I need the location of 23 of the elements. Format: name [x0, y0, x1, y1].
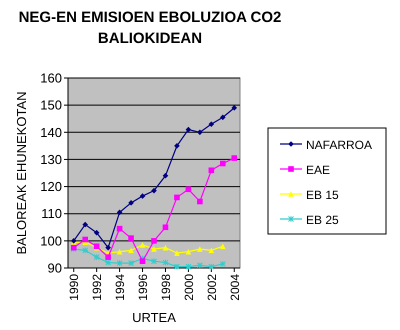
legend-label: EB 15	[306, 188, 340, 202]
y-tick-label: 100	[40, 233, 62, 248]
x-axis-title: URTEA	[132, 310, 176, 325]
y-axis-title: BALOREAK EHUNEKOTAN	[14, 91, 29, 255]
x-tick-label: 1998	[158, 274, 173, 301]
chart-title: NEG-EN EMISIOEN EBOLUZIOA CO2 BALIOKIDEAN	[18, 9, 282, 47]
x-tick-label: 1994	[113, 274, 128, 301]
x-tick-label: 2000	[182, 274, 196, 301]
y-tick-label: 160	[40, 70, 62, 86]
x-tick-label: 2002	[204, 274, 219, 301]
x-tick-label: 1990	[67, 274, 82, 301]
y-tick-label: 130	[40, 152, 62, 167]
legend-label: EAE	[306, 163, 330, 177]
x-tick-label: 1992	[90, 274, 104, 301]
x-tick-label: 2004	[228, 274, 242, 301]
y-tick-label: 150	[40, 98, 62, 113]
y-tick-label: 140	[40, 124, 62, 140]
y-tick-label: 90	[48, 260, 62, 276]
y-tick-label: 120	[40, 179, 62, 194]
legend-label: EB 25	[306, 213, 340, 227]
legend-label: NAFARROA	[306, 138, 372, 152]
y-tick-label: 110	[41, 206, 62, 222]
x-tick-label: 1996	[136, 274, 150, 301]
